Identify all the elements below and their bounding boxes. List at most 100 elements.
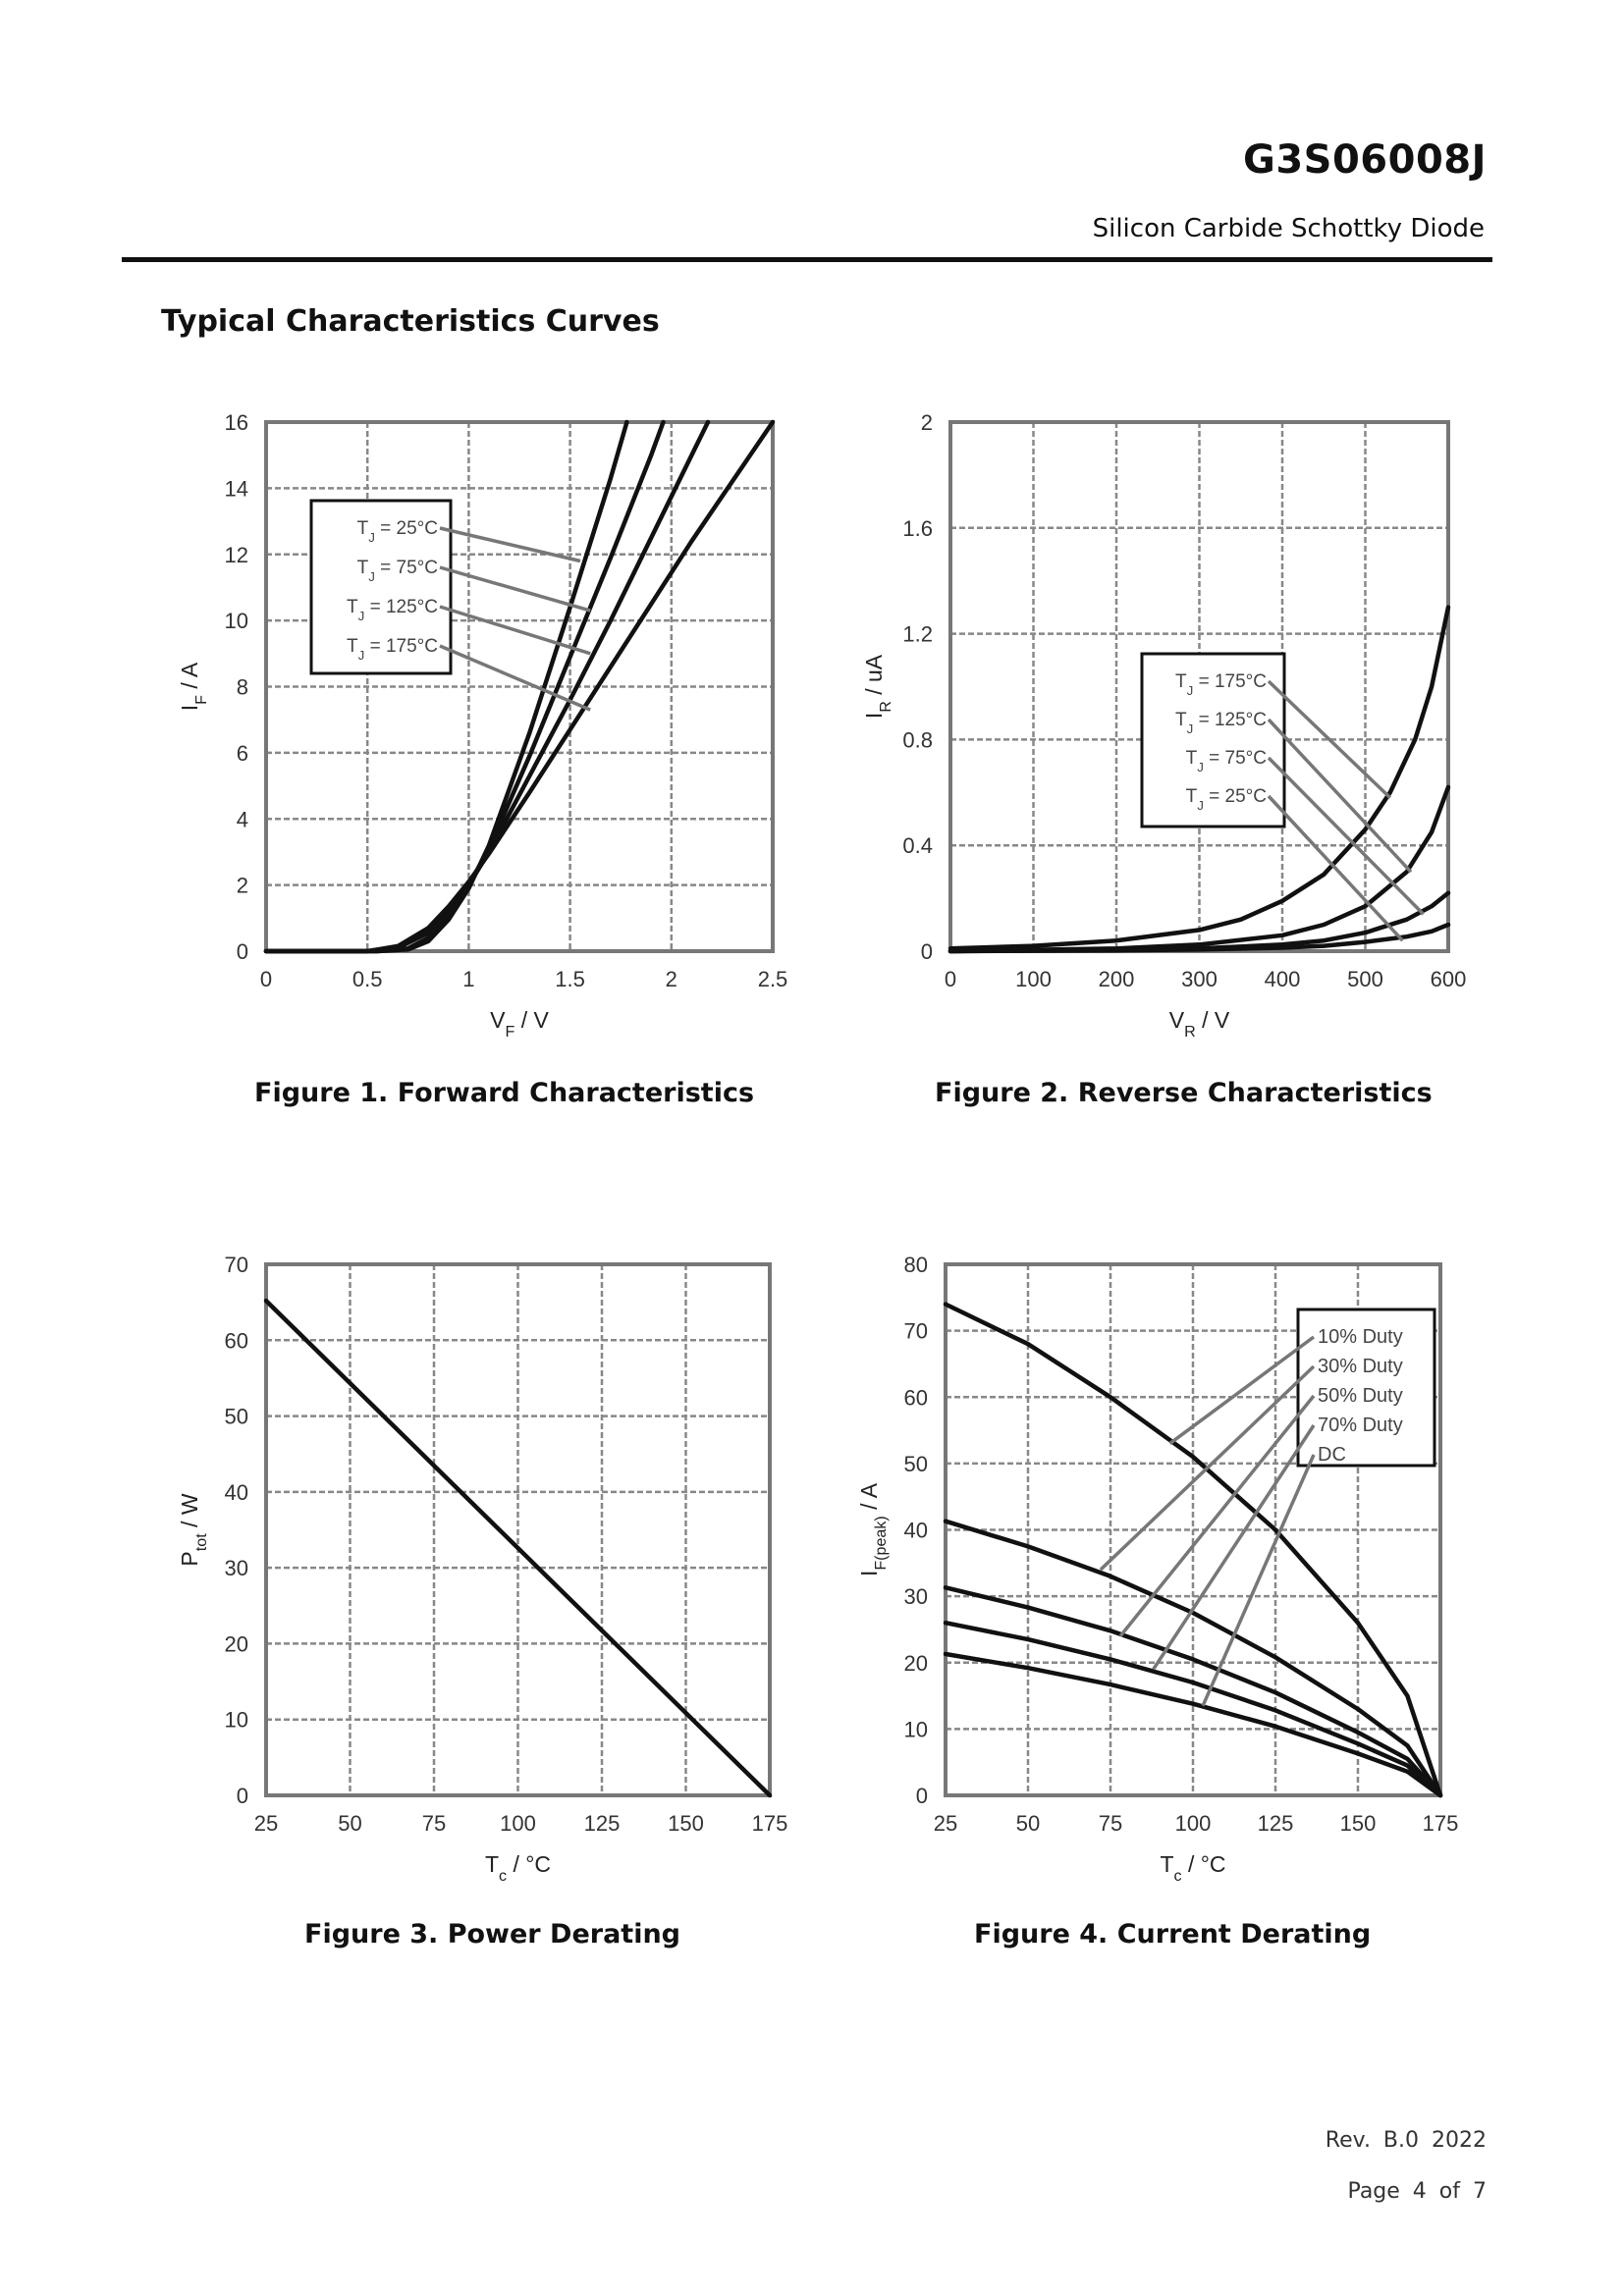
- y-tick-label: 70: [225, 1253, 248, 1277]
- x-axis-label: VR / V: [1169, 1007, 1230, 1041]
- legend-box: [309, 499, 453, 675]
- y-tick-label: 0: [921, 939, 933, 964]
- legend-entry: TJ = 25°C: [357, 518, 438, 545]
- legend-leader-line: [439, 644, 591, 712]
- legend-leader-line: [1201, 1454, 1316, 1707]
- y-tick-label: 30: [904, 1584, 928, 1609]
- chart-4: 25 50 75 100 125 150 175 0 10 20 30 40 50 60 70 80 Tc / …: [856, 1253, 1458, 1885]
- legend-entry: TJ = 75°C: [1186, 748, 1267, 774]
- figure-2-caption: Figure 2. Reverse Characteristics: [935, 1078, 1433, 1108]
- x-tick-label: 100: [1015, 967, 1052, 991]
- y-tick-label: 1.6: [902, 516, 933, 541]
- legend-entry: 70% Duty: [1318, 1415, 1403, 1436]
- series-line: [947, 922, 1451, 954]
- x-tick-label: 125: [1258, 1811, 1294, 1836]
- legend-leader-line: [1267, 794, 1404, 942]
- legend-leader-line: [1267, 718, 1413, 874]
- x-tick-label: 25: [934, 1811, 957, 1836]
- y-tick-label: 50: [904, 1452, 928, 1476]
- y-tick-label: 1.2: [902, 622, 933, 647]
- legend-entry: TJ = 125°C: [347, 597, 438, 623]
- y-tick-label: 14: [225, 476, 248, 501]
- legend-leader-line: [1099, 1364, 1316, 1572]
- legend-entry: TJ = 125°C: [1175, 710, 1267, 736]
- figure-1-caption: Figure 1. Forward Characteristics: [254, 1078, 755, 1108]
- figure-4-caption: Figure 4. Current Derating: [974, 1919, 1372, 1949]
- x-tick-label: 100: [1175, 1811, 1212, 1836]
- x-tick-label: 2: [666, 967, 677, 991]
- chart-1: 0 0.5 1 1.5 2 2.5 0 2 4 6 8 10 12 14 16 VF / V IF / A TJ …: [177, 410, 787, 1041]
- y-tick-label: 10: [225, 1708, 248, 1733]
- y-axis-label: IF(peak) / A: [856, 1482, 890, 1576]
- y-tick-label: 0.8: [902, 727, 933, 752]
- y-tick-label: 12: [225, 543, 248, 567]
- document-subtitle: Silicon Carbide Schottky Diode: [1092, 214, 1485, 243]
- x-tick-label: 150: [1340, 1811, 1377, 1836]
- series-line: [263, 419, 776, 954]
- legend-leader-line: [1168, 1335, 1316, 1445]
- x-tick-label: 300: [1181, 967, 1218, 991]
- header-divider: [122, 257, 1492, 262]
- series-line: [947, 784, 1451, 954]
- y-tick-label: 8: [237, 675, 248, 700]
- x-tick-label: 75: [422, 1811, 446, 1836]
- y-tick-label: 20: [904, 1651, 928, 1676]
- series-line: [263, 1298, 773, 1798]
- legend-entry: 30% Duty: [1318, 1356, 1403, 1377]
- x-tick-label: 50: [338, 1811, 361, 1836]
- x-tick-label: 500: [1347, 967, 1383, 991]
- x-tick-label: 1: [462, 967, 474, 991]
- x-axis-label: Tc / °C: [485, 1851, 551, 1885]
- series-line: [943, 1585, 1443, 1798]
- y-tick-label: 60: [225, 1328, 248, 1353]
- x-axis-label: Tc / °C: [1160, 1851, 1225, 1885]
- x-tick-label: 0.5: [352, 967, 383, 991]
- series-line: [943, 1651, 1443, 1798]
- legend-entry: TJ = 175°C: [347, 636, 438, 663]
- x-tick-label: 150: [668, 1811, 704, 1836]
- x-tick-label: 0: [260, 967, 272, 991]
- section-title: Typical Characteristics Curves: [161, 304, 660, 339]
- plot-frame: [944, 1262, 1442, 1797]
- x-tick-label: 125: [584, 1811, 621, 1836]
- legend-box: [1140, 652, 1286, 828]
- y-tick-label: 70: [904, 1319, 928, 1344]
- footer-page-number: Page 4 of 7: [1347, 2179, 1487, 2204]
- chart-3: 25 50 75 100 125 150 175 0 10 20 30 40 50 60 70 Tc / °C…: [177, 1253, 787, 1885]
- legend-leader-line: [439, 565, 591, 613]
- y-tick-label: 60: [904, 1385, 928, 1410]
- legend-leader-line: [439, 605, 591, 656]
- x-tick-label: 50: [1016, 1811, 1040, 1836]
- legend-leader-line: [439, 526, 581, 563]
- y-tick-label: 0: [237, 1784, 248, 1808]
- y-tick-label: 50: [225, 1405, 248, 1429]
- x-axis-label: VF / V: [490, 1007, 549, 1041]
- x-tick-label: 2.5: [758, 967, 788, 991]
- legend-leader-line: [1118, 1394, 1316, 1637]
- y-axis-label: IR / uA: [861, 654, 894, 719]
- legend-leader-line: [1152, 1424, 1316, 1671]
- legend-entry: 10% Duty: [1318, 1326, 1403, 1348]
- x-tick-label: 600: [1431, 967, 1467, 991]
- x-tick-label: 175: [752, 1811, 788, 1836]
- y-tick-label: 10: [904, 1717, 928, 1741]
- footer-revision: Rev. B.0 2022: [1325, 2128, 1487, 2153]
- y-tick-label: 2: [921, 410, 933, 435]
- legend-entry: TJ = 175°C: [1175, 671, 1267, 698]
- y-tick-label: 40: [225, 1480, 248, 1505]
- y-tick-label: 0.4: [902, 833, 933, 858]
- legend-box: [1296, 1308, 1436, 1468]
- y-tick-label: 6: [237, 741, 248, 766]
- x-tick-label: 75: [1099, 1811, 1122, 1836]
- x-tick-label: 175: [1423, 1811, 1459, 1836]
- y-axis-label: Ptot / W: [177, 1493, 210, 1566]
- y-tick-label: 40: [904, 1519, 928, 1543]
- legend-entry: 50% Duty: [1318, 1385, 1403, 1407]
- figure-3-caption: Figure 3. Power Derating: [304, 1919, 680, 1949]
- legend-entry: TJ = 75°C: [357, 558, 438, 584]
- legend-entry: TJ = 25°C: [1186, 786, 1267, 813]
- y-tick-label: 4: [237, 807, 248, 831]
- legend-leader-line: [1267, 756, 1425, 916]
- y-tick-label: 16: [225, 410, 248, 435]
